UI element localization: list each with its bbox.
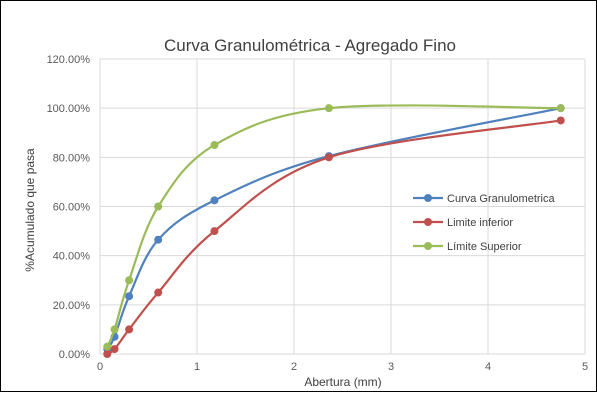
legend-marker xyxy=(424,194,432,202)
data-point xyxy=(103,342,112,351)
series-2 xyxy=(103,104,565,351)
data-point xyxy=(324,104,333,113)
x-tick-label: 4 xyxy=(485,361,491,373)
series-line xyxy=(106,104,561,348)
y-tick-label: 20.00% xyxy=(53,300,91,312)
data-point xyxy=(125,276,134,285)
y-axis-ticks: 0.00% 20.00% 40.00% 60.00% 80.00% 100.00% 120.… xyxy=(47,54,91,361)
data-point xyxy=(110,345,119,354)
y-tick-label: 40.00% xyxy=(53,251,91,263)
legend-marker xyxy=(424,218,432,226)
x-axis-ticks: 0 1 2 3 4 5 xyxy=(97,361,588,373)
data-point xyxy=(110,325,119,334)
legend: Curva Granulometrica Limite inferior Límit… xyxy=(413,193,555,253)
chart-title: Curva Granulométrica - Agregado Fino xyxy=(164,36,456,55)
gridlines xyxy=(99,58,586,355)
x-tick-label: 3 xyxy=(388,361,394,373)
data-point xyxy=(154,288,163,297)
y-axis-label: %Acumulado que pasa xyxy=(23,148,37,272)
y-tick-label: 100.00% xyxy=(47,103,91,115)
data-point xyxy=(154,202,163,211)
y-tick-label: 60.00% xyxy=(53,202,91,214)
y-tick-label: 0.00% xyxy=(59,349,90,361)
y-tick-label: 80.00% xyxy=(53,152,91,164)
series-line xyxy=(106,119,561,355)
data-point xyxy=(103,350,112,358)
data-point xyxy=(556,116,565,125)
data-point xyxy=(210,227,219,236)
data-point xyxy=(210,196,219,205)
x-tick-label: 0 xyxy=(97,361,103,373)
legend-label: Limite inferior xyxy=(447,217,513,229)
data-point xyxy=(125,292,134,301)
series-layer xyxy=(103,104,565,358)
legend-item: Límite Superior xyxy=(413,241,522,253)
x-tick-label: 2 xyxy=(291,361,297,373)
series-1 xyxy=(103,116,565,358)
x-axis-label: Abertura (mm) xyxy=(304,375,381,389)
data-point xyxy=(154,235,163,244)
data-point xyxy=(324,153,333,162)
legend-label: Límite Superior xyxy=(447,241,522,253)
legend-marker xyxy=(424,242,432,250)
legend-item: Limite inferior xyxy=(413,217,513,229)
data-point xyxy=(125,325,134,334)
legend-label: Curva Granulometrica xyxy=(447,193,555,205)
data-point xyxy=(210,141,219,150)
y-tick-label: 120.00% xyxy=(47,54,91,66)
data-point xyxy=(556,104,565,113)
x-tick-label: 5 xyxy=(582,361,588,373)
legend-item: Curva Granulometrica xyxy=(413,193,555,205)
x-tick-label: 1 xyxy=(194,361,200,373)
